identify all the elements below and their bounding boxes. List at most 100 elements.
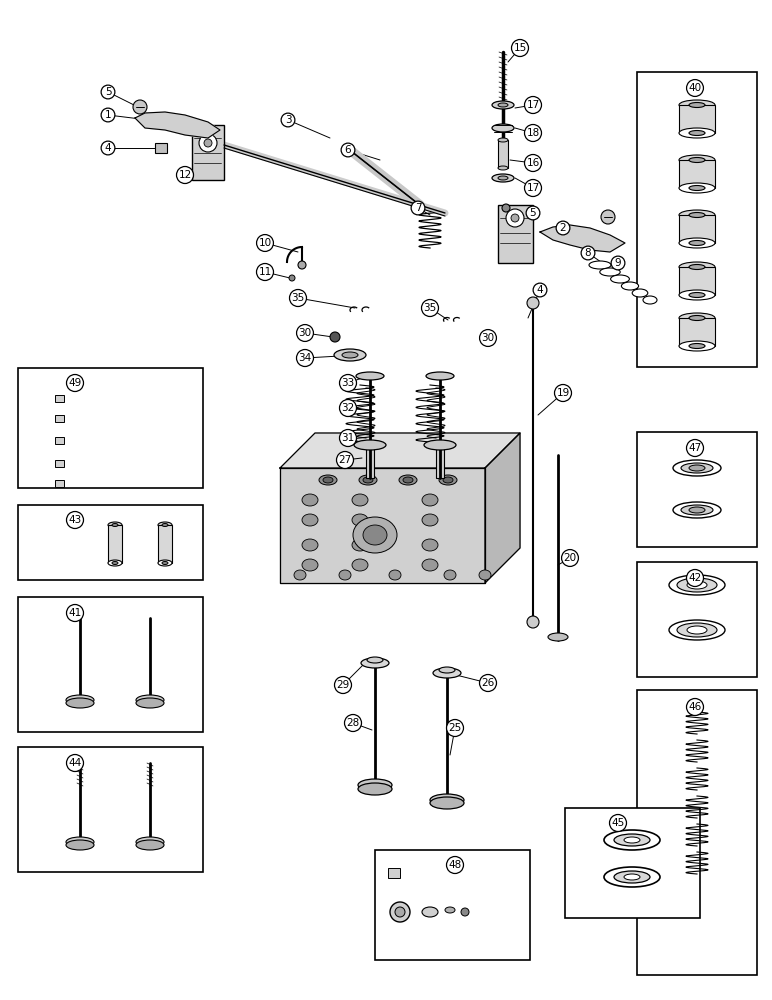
Text: 32: 32: [341, 403, 354, 413]
Circle shape: [506, 209, 524, 227]
Ellipse shape: [358, 779, 392, 791]
Text: 4: 4: [105, 143, 111, 153]
Text: 6: 6: [344, 145, 351, 155]
Ellipse shape: [687, 626, 707, 634]
Ellipse shape: [399, 475, 417, 485]
Ellipse shape: [498, 166, 508, 170]
Ellipse shape: [108, 560, 122, 566]
Text: 8: 8: [584, 248, 591, 258]
Ellipse shape: [687, 581, 707, 589]
Circle shape: [502, 204, 510, 212]
Bar: [637, 562, 757, 677]
Ellipse shape: [492, 174, 514, 182]
Ellipse shape: [66, 695, 94, 705]
Bar: [55, 415, 64, 422]
Ellipse shape: [689, 240, 705, 245]
Ellipse shape: [319, 475, 337, 485]
Ellipse shape: [673, 460, 721, 476]
Text: 15: 15: [513, 43, 527, 53]
Ellipse shape: [604, 830, 660, 850]
Ellipse shape: [589, 261, 611, 269]
Ellipse shape: [443, 477, 453, 483]
Ellipse shape: [66, 840, 94, 850]
Ellipse shape: [679, 313, 715, 323]
Ellipse shape: [66, 837, 94, 847]
Text: 4: 4: [537, 285, 543, 295]
Ellipse shape: [689, 507, 705, 513]
Ellipse shape: [162, 524, 168, 526]
Text: 17: 17: [527, 183, 540, 193]
Ellipse shape: [354, 440, 386, 450]
Ellipse shape: [323, 477, 333, 483]
Text: 18: 18: [527, 128, 540, 138]
Ellipse shape: [302, 539, 318, 551]
Text: 35: 35: [291, 293, 305, 303]
Ellipse shape: [356, 372, 384, 380]
Polygon shape: [135, 112, 220, 138]
Ellipse shape: [367, 657, 383, 663]
Circle shape: [527, 616, 539, 628]
Ellipse shape: [669, 620, 725, 640]
Ellipse shape: [302, 494, 318, 506]
Text: 49: 49: [69, 378, 82, 388]
Ellipse shape: [679, 341, 715, 351]
Ellipse shape: [548, 633, 568, 641]
Text: 31: 31: [341, 433, 354, 443]
Ellipse shape: [302, 514, 318, 526]
Bar: [18, 368, 203, 488]
Ellipse shape: [430, 797, 464, 809]
Ellipse shape: [136, 698, 164, 708]
Ellipse shape: [363, 525, 387, 545]
Circle shape: [390, 902, 410, 922]
Bar: [158, 525, 172, 563]
Text: 2: 2: [560, 223, 567, 233]
Circle shape: [298, 261, 306, 269]
Ellipse shape: [422, 494, 438, 506]
Ellipse shape: [614, 871, 650, 883]
Ellipse shape: [108, 522, 122, 528]
Text: 45: 45: [611, 818, 625, 828]
Bar: [155, 143, 167, 153]
Bar: [637, 690, 757, 975]
Ellipse shape: [632, 289, 648, 297]
Ellipse shape: [689, 157, 705, 162]
Text: 28: 28: [347, 718, 360, 728]
Ellipse shape: [158, 560, 172, 566]
Ellipse shape: [498, 176, 508, 180]
Bar: [679, 105, 715, 133]
Ellipse shape: [498, 138, 508, 142]
Ellipse shape: [353, 517, 397, 553]
Bar: [679, 267, 715, 295]
Bar: [55, 480, 64, 487]
Ellipse shape: [66, 698, 94, 708]
Ellipse shape: [679, 128, 715, 138]
Ellipse shape: [643, 296, 657, 304]
Circle shape: [204, 139, 212, 147]
Ellipse shape: [352, 514, 368, 526]
Ellipse shape: [294, 570, 306, 580]
Circle shape: [289, 275, 295, 281]
Ellipse shape: [689, 213, 705, 218]
Ellipse shape: [689, 292, 705, 298]
Text: 44: 44: [69, 758, 82, 768]
Ellipse shape: [479, 570, 491, 580]
Bar: [55, 460, 64, 467]
Ellipse shape: [403, 477, 413, 483]
Text: 16: 16: [527, 158, 540, 168]
Ellipse shape: [681, 505, 713, 515]
Text: 43: 43: [69, 515, 82, 525]
Bar: [108, 525, 122, 563]
Ellipse shape: [361, 658, 389, 668]
Bar: [55, 437, 64, 444]
Ellipse shape: [334, 349, 366, 361]
Bar: [498, 140, 508, 168]
Ellipse shape: [677, 623, 717, 637]
Ellipse shape: [136, 840, 164, 850]
Ellipse shape: [430, 794, 464, 806]
Bar: [436, 448, 444, 478]
Polygon shape: [485, 433, 520, 583]
Bar: [637, 72, 757, 367]
Ellipse shape: [677, 578, 717, 592]
Ellipse shape: [352, 559, 368, 571]
Text: 5: 5: [105, 87, 111, 97]
